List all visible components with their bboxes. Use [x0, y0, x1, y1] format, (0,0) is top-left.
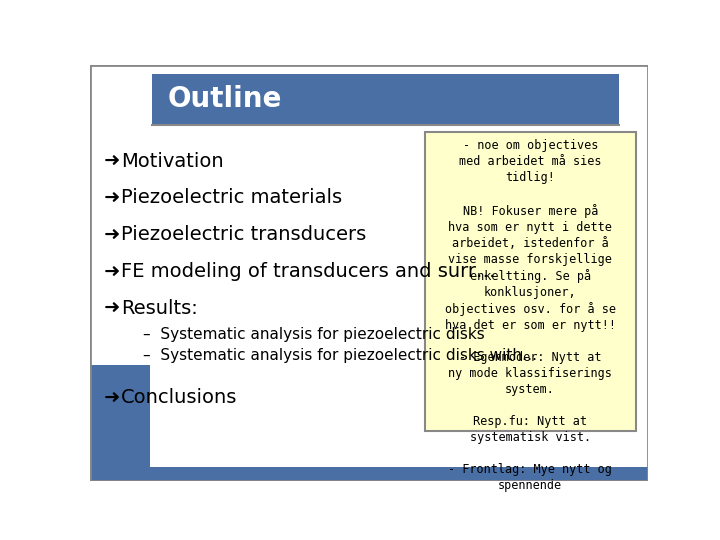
Text: ➜: ➜	[104, 225, 120, 244]
Text: ➜: ➜	[104, 299, 120, 318]
Text: ➜: ➜	[104, 262, 120, 281]
Text: –  Systematic analysis for piezoelectric disks with…: – Systematic analysis for piezoelectric …	[143, 348, 537, 363]
Text: Piezoelectric materials: Piezoelectric materials	[121, 188, 342, 207]
Text: Results:: Results:	[121, 299, 198, 318]
FancyBboxPatch shape	[425, 132, 636, 430]
Text: Motivation: Motivation	[121, 152, 224, 171]
Text: –  Systematic analysis for piezoelectric disks: – Systematic analysis for piezoelectric …	[143, 327, 485, 342]
Text: ➜: ➜	[104, 152, 120, 171]
Text: Outline: Outline	[168, 85, 282, 113]
Text: Conclusions: Conclusions	[121, 388, 238, 407]
Text: FE modeling of transducers and surr…: FE modeling of transducers and surr…	[121, 262, 495, 281]
Text: ➜: ➜	[104, 388, 120, 407]
FancyBboxPatch shape	[90, 467, 648, 481]
Text: ➜: ➜	[104, 188, 120, 207]
FancyBboxPatch shape	[152, 74, 618, 124]
FancyBboxPatch shape	[90, 365, 150, 481]
Text: Piezoelectric transducers: Piezoelectric transducers	[121, 225, 366, 244]
Text: - noe om objectives
med arbeidet må sies
tidlig!

NB! Fokuser mere på
hva som er: - noe om objectives med arbeidet må sies…	[445, 139, 616, 492]
